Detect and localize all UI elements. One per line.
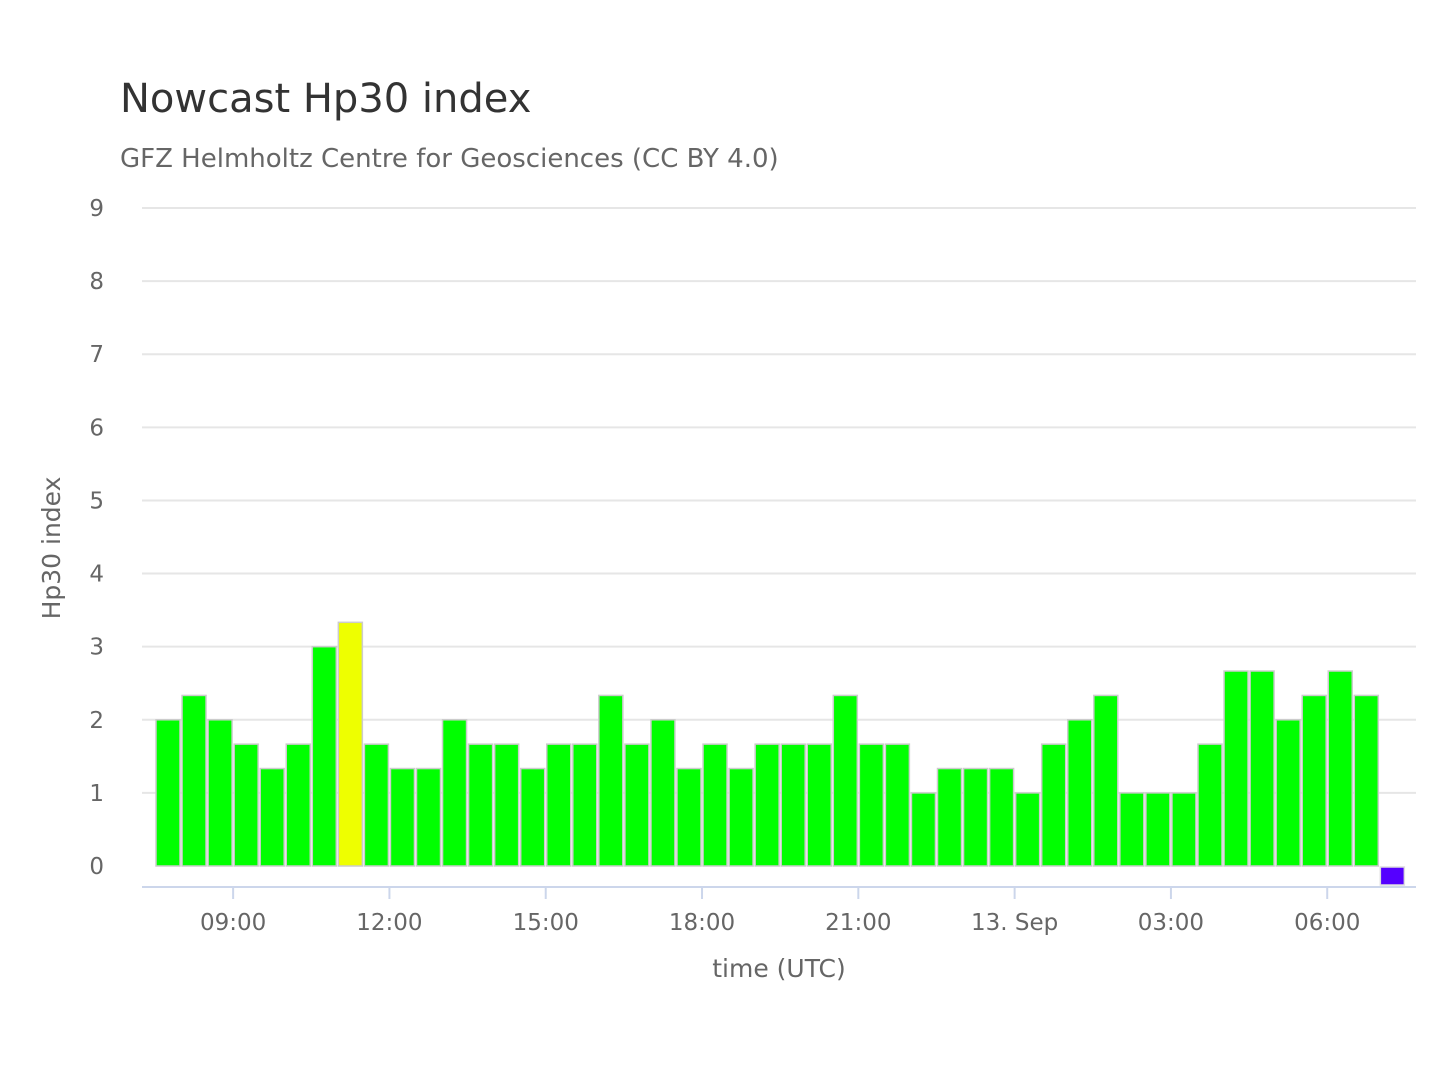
x-tick-label: 13. Sep [971,910,1058,936]
x-tick-label: 09:00 [200,910,266,936]
x-tick-label: 18:00 [669,910,735,936]
bar[interactable] [1353,694,1380,867]
bar[interactable] [389,767,416,867]
bar[interactable] [806,743,832,867]
y-tick-labels: 0 1 2 3 4 5 6 7 8 9 [89,196,104,880]
gridlines [142,207,1416,794]
bar[interactable] [207,719,233,867]
bar[interactable] [858,743,885,867]
y-tick-label: 7 [89,342,104,368]
x-axis-title: time (UTC) [712,954,846,983]
chart-title: Nowcast Hp30 index [120,76,532,122]
bar[interactable] [936,767,963,867]
y-tick-label: 1 [89,781,104,807]
bar[interactable] [702,743,728,867]
bar[interactable] [1223,670,1249,867]
bar[interactable] [311,645,338,867]
bar[interactable] [676,767,702,867]
bar[interactable] [1197,743,1223,867]
bar[interactable] [546,743,572,867]
bar[interactable] [598,694,624,867]
y-tick-label: 6 [89,415,104,441]
x-tick-labels: 09:00 12:00 15:00 18:00 21:00 13. Sep 03:00 06:… [200,887,1360,936]
bar[interactable] [155,719,181,867]
chart-subtitle: GFZ Helmholtz Centre for Geosciences (CC… [120,144,779,174]
bar[interactable] [337,621,364,867]
bar[interactable] [259,767,285,867]
x-tick-label: 15:00 [513,910,579,936]
bar[interactable] [285,743,311,867]
y-axis-title: Hp30 index [37,477,66,620]
bar[interactable] [441,719,468,867]
bar[interactable] [962,767,989,867]
bar[interactable] [363,743,390,867]
y-tick-label: 4 [89,562,104,588]
bar[interactable] [1145,792,1171,867]
x-tick-label: 03:00 [1138,910,1204,936]
bars [155,621,1406,886]
y-tick-label: 3 [89,635,104,661]
bar[interactable] [832,694,859,867]
bar[interactable] [1379,866,1406,886]
bar[interactable] [910,792,937,867]
bar[interactable] [988,767,1015,867]
bar[interactable] [1249,670,1275,867]
bar[interactable] [1327,670,1353,867]
bar[interactable] [181,694,207,867]
bar[interactable] [1040,743,1067,867]
bar[interactable] [1067,719,1093,867]
bar[interactable] [780,743,806,867]
y-tick-label: 0 [89,854,104,880]
x-tick-label: 21:00 [825,910,891,936]
x-tick-label: 12:00 [356,910,422,936]
x-tick-label: 06:00 [1294,910,1360,936]
bar[interactable] [624,743,650,867]
bar[interactable] [572,743,598,867]
y-tick-label: 8 [89,269,104,295]
bar[interactable] [233,743,259,867]
bar[interactable] [1014,792,1041,867]
y-tick-label: 5 [89,488,104,514]
bar[interactable] [1301,694,1327,867]
y-tick-label: 2 [89,708,104,734]
bar[interactable] [884,743,911,867]
bar[interactable] [1171,792,1197,867]
bar[interactable] [467,743,494,867]
bar[interactable] [493,743,520,867]
bar[interactable] [415,767,442,867]
bar[interactable] [1275,719,1301,867]
bar[interactable] [728,767,754,867]
bar[interactable] [754,743,780,867]
y-tick-label: 9 [89,196,104,222]
bar[interactable] [519,767,546,867]
bar[interactable] [1119,792,1145,867]
bar[interactable] [1093,694,1119,867]
bar[interactable] [650,719,676,867]
